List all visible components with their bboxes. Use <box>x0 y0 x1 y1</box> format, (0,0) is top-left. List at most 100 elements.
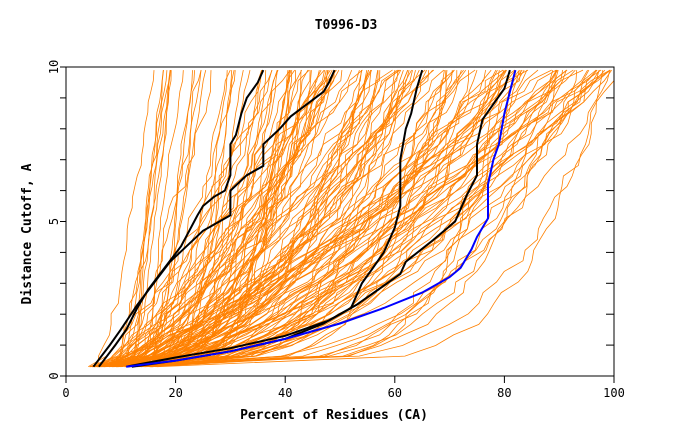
background-curve <box>132 70 312 368</box>
background-curve <box>136 69 516 368</box>
background-curve <box>136 70 611 368</box>
background-curve <box>89 70 522 368</box>
background-curve <box>98 70 563 368</box>
background-curve <box>92 70 244 368</box>
background-curve <box>135 70 184 367</box>
background-curve <box>155 70 372 368</box>
background-curve <box>122 70 171 368</box>
background-curve <box>142 69 337 368</box>
background-curve <box>95 69 462 368</box>
background-curve <box>110 69 273 367</box>
background-curve <box>130 69 393 368</box>
background-curve <box>144 70 445 368</box>
background-curve <box>133 69 611 368</box>
background-curve <box>114 69 333 368</box>
background-curve <box>151 69 590 368</box>
background-curve <box>115 69 322 368</box>
x-tick-label: 80 <box>497 386 511 400</box>
background-curve <box>101 69 505 368</box>
background-curve <box>133 69 584 368</box>
background-curve <box>94 69 329 368</box>
background-curve <box>119 69 401 368</box>
background-curve <box>144 70 363 368</box>
background-curve <box>118 70 447 368</box>
background-curve <box>92 69 574 368</box>
background-curve <box>104 69 597 368</box>
series-line-highlight-1 <box>98 69 265 368</box>
background-curve <box>124 69 557 368</box>
background-curve <box>152 69 497 368</box>
background-curve <box>141 69 455 368</box>
background-curve <box>103 70 399 368</box>
background-curve <box>139 69 554 368</box>
highlight-series-group <box>92 69 517 368</box>
background-curve <box>131 69 523 368</box>
background-curve <box>91 69 539 368</box>
y-tick-label: 5 <box>47 218 61 225</box>
x-tick-label: 60 <box>388 386 402 400</box>
background-curve <box>112 69 273 367</box>
y-axis-label: Distance Cutoff, A <box>20 163 35 304</box>
background-curve <box>96 70 413 368</box>
background-curve <box>139 70 202 368</box>
x-tick-label: 40 <box>278 386 292 400</box>
background-curve <box>131 70 236 368</box>
background-curve <box>103 69 559 368</box>
x-tick-label: 0 <box>62 386 69 400</box>
background-curve <box>108 70 212 367</box>
background-curve <box>109 69 606 368</box>
background-curve <box>150 70 369 368</box>
series-line-highlight-2 <box>92 69 336 368</box>
background-curve <box>98 70 410 368</box>
y-axis: 0 5 10 <box>47 60 614 380</box>
background-curve <box>98 70 453 368</box>
background-curve <box>126 70 262 368</box>
background-curve <box>125 70 172 367</box>
background-curve <box>129 70 396 368</box>
background-curve <box>135 69 404 368</box>
background-curve <box>143 69 279 367</box>
background-curve <box>135 69 202 367</box>
background-curve <box>153 70 228 368</box>
background-curve <box>156 70 604 368</box>
background-series <box>88 69 615 368</box>
background-curve <box>130 69 398 368</box>
background-curve <box>89 69 598 368</box>
background-curve <box>124 70 379 368</box>
y-tick-label: 0 <box>47 372 61 379</box>
series-line-highlight-blue <box>126 69 517 368</box>
background-curve <box>110 69 340 368</box>
background-curve <box>156 69 296 367</box>
background-curve <box>115 69 498 368</box>
background-curve <box>151 70 379 368</box>
y-tick-label: 10 <box>47 60 61 74</box>
background-curve <box>116 70 557 368</box>
background-curve <box>101 69 455 368</box>
background-curve <box>155 70 235 368</box>
background-curve <box>148 69 372 368</box>
background-curve <box>97 70 155 367</box>
background-curve <box>92 70 207 368</box>
background-curve <box>145 69 445 368</box>
background-curve <box>133 70 164 367</box>
background-curve <box>105 69 336 368</box>
background-curve <box>96 70 615 368</box>
background-curve <box>150 69 427 368</box>
background-curve <box>112 69 507 368</box>
background-curve <box>130 70 290 368</box>
background-curve <box>100 70 325 368</box>
background-curve <box>124 69 515 368</box>
x-axis-label: Percent of Residues (CA) <box>240 408 428 423</box>
x-axis: 0 20 40 60 80 100 <box>62 376 625 400</box>
x-tick-label: 100 <box>603 386 625 400</box>
background-curve <box>95 69 528 368</box>
background-curve <box>99 69 412 368</box>
x-tick-label: 20 <box>168 386 182 400</box>
series-line-highlight-4 <box>126 69 511 368</box>
background-curve <box>151 70 193 367</box>
background-curve <box>153 69 325 368</box>
chart-title: T0996-D3 <box>315 18 378 33</box>
background-curve <box>120 69 507 368</box>
background-curve <box>98 70 335 368</box>
